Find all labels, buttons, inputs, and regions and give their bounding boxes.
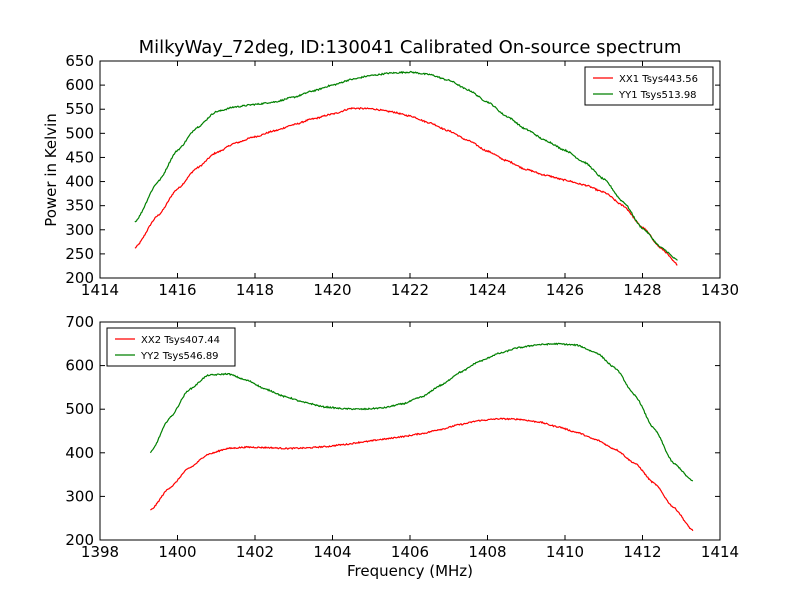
y-tick-label: 250	[65, 245, 94, 263]
x-tick-label: 1406	[391, 543, 429, 561]
y-tick-label: 300	[65, 487, 94, 505]
y-tick-label: 500	[65, 400, 94, 418]
y-tick-label: 550	[65, 100, 94, 118]
x-tick-label: 1398	[81, 543, 119, 561]
y-tick-label: 400	[65, 444, 94, 462]
legend: XX1 Tsys443.56 YY1 Tsys513.98	[584, 66, 714, 106]
series-line-xx1-tsys443-56	[134, 106, 678, 266]
y-tick-label: 700	[65, 313, 94, 331]
y-tick-label: 350	[65, 197, 94, 215]
x-tick-label: 1426	[546, 281, 584, 299]
x-tick-label: 1430	[701, 281, 739, 299]
series-line-xx2-tsys407-44	[150, 417, 694, 532]
chart-title: MilkyWay_72deg, ID:130041 Calibrated On-…	[139, 37, 682, 58]
y-tick-label: 200	[65, 269, 94, 287]
x-tick-label: 1404	[313, 543, 351, 561]
legend: XX2 Tsys407.44 YY2 Tsys546.89	[106, 327, 236, 367]
y-tick-label: 400	[65, 173, 94, 191]
legend-entry: XX1 Tsys443.56	[619, 74, 698, 85]
y-tick-label: 600	[65, 357, 94, 375]
x-tick-label: 1410	[546, 543, 584, 561]
y-tick-label: 500	[65, 124, 94, 142]
bottom-panel: 1398 1400 1402 1404 1406 1408 1410 1412 1414 200 3…	[65, 313, 739, 561]
x-tick-label: 1402	[236, 543, 274, 561]
series-line-yy1-tsys513-98	[134, 70, 678, 261]
legend-box	[584, 66, 714, 106]
legend-entry: YY1 Tsys513.98	[618, 90, 697, 101]
x-tick-label: 1428	[623, 281, 661, 299]
y-tick-label: 650	[65, 52, 94, 70]
x-tick-label: 1420	[313, 281, 351, 299]
x-tick-label: 1422	[391, 281, 429, 299]
series-line-yy2-tsys546-89	[149, 342, 694, 482]
x-tick-label: 1414	[81, 281, 119, 299]
bottom-x-axis-label: Frequency (MHz)	[347, 562, 473, 580]
legend-box	[106, 327, 236, 367]
legend-entry: YY2 Tsys546.89	[140, 351, 219, 362]
x-tick-label: 1416	[158, 281, 196, 299]
y-tick-label: 600	[65, 76, 94, 94]
y-tick-label: 200	[65, 531, 94, 549]
y-tick-label: 300	[65, 221, 94, 239]
y-tick-label: 450	[65, 148, 94, 166]
x-tick-label: 1414	[701, 543, 739, 561]
top-y-axis-label: Power in Kelvin	[42, 113, 60, 227]
legend-entry: XX2 Tsys407.44	[141, 335, 220, 346]
x-tick-label: 1424	[468, 281, 506, 299]
x-tick-label: 1418	[236, 281, 274, 299]
top-panel: 1414 1416 1418 1420 1422 1424 1426 1428 1430 200 2…	[65, 52, 739, 299]
x-tick-label: 1412	[623, 543, 661, 561]
x-tick-label: 1400	[158, 543, 196, 561]
x-tick-label: 1408	[468, 543, 506, 561]
